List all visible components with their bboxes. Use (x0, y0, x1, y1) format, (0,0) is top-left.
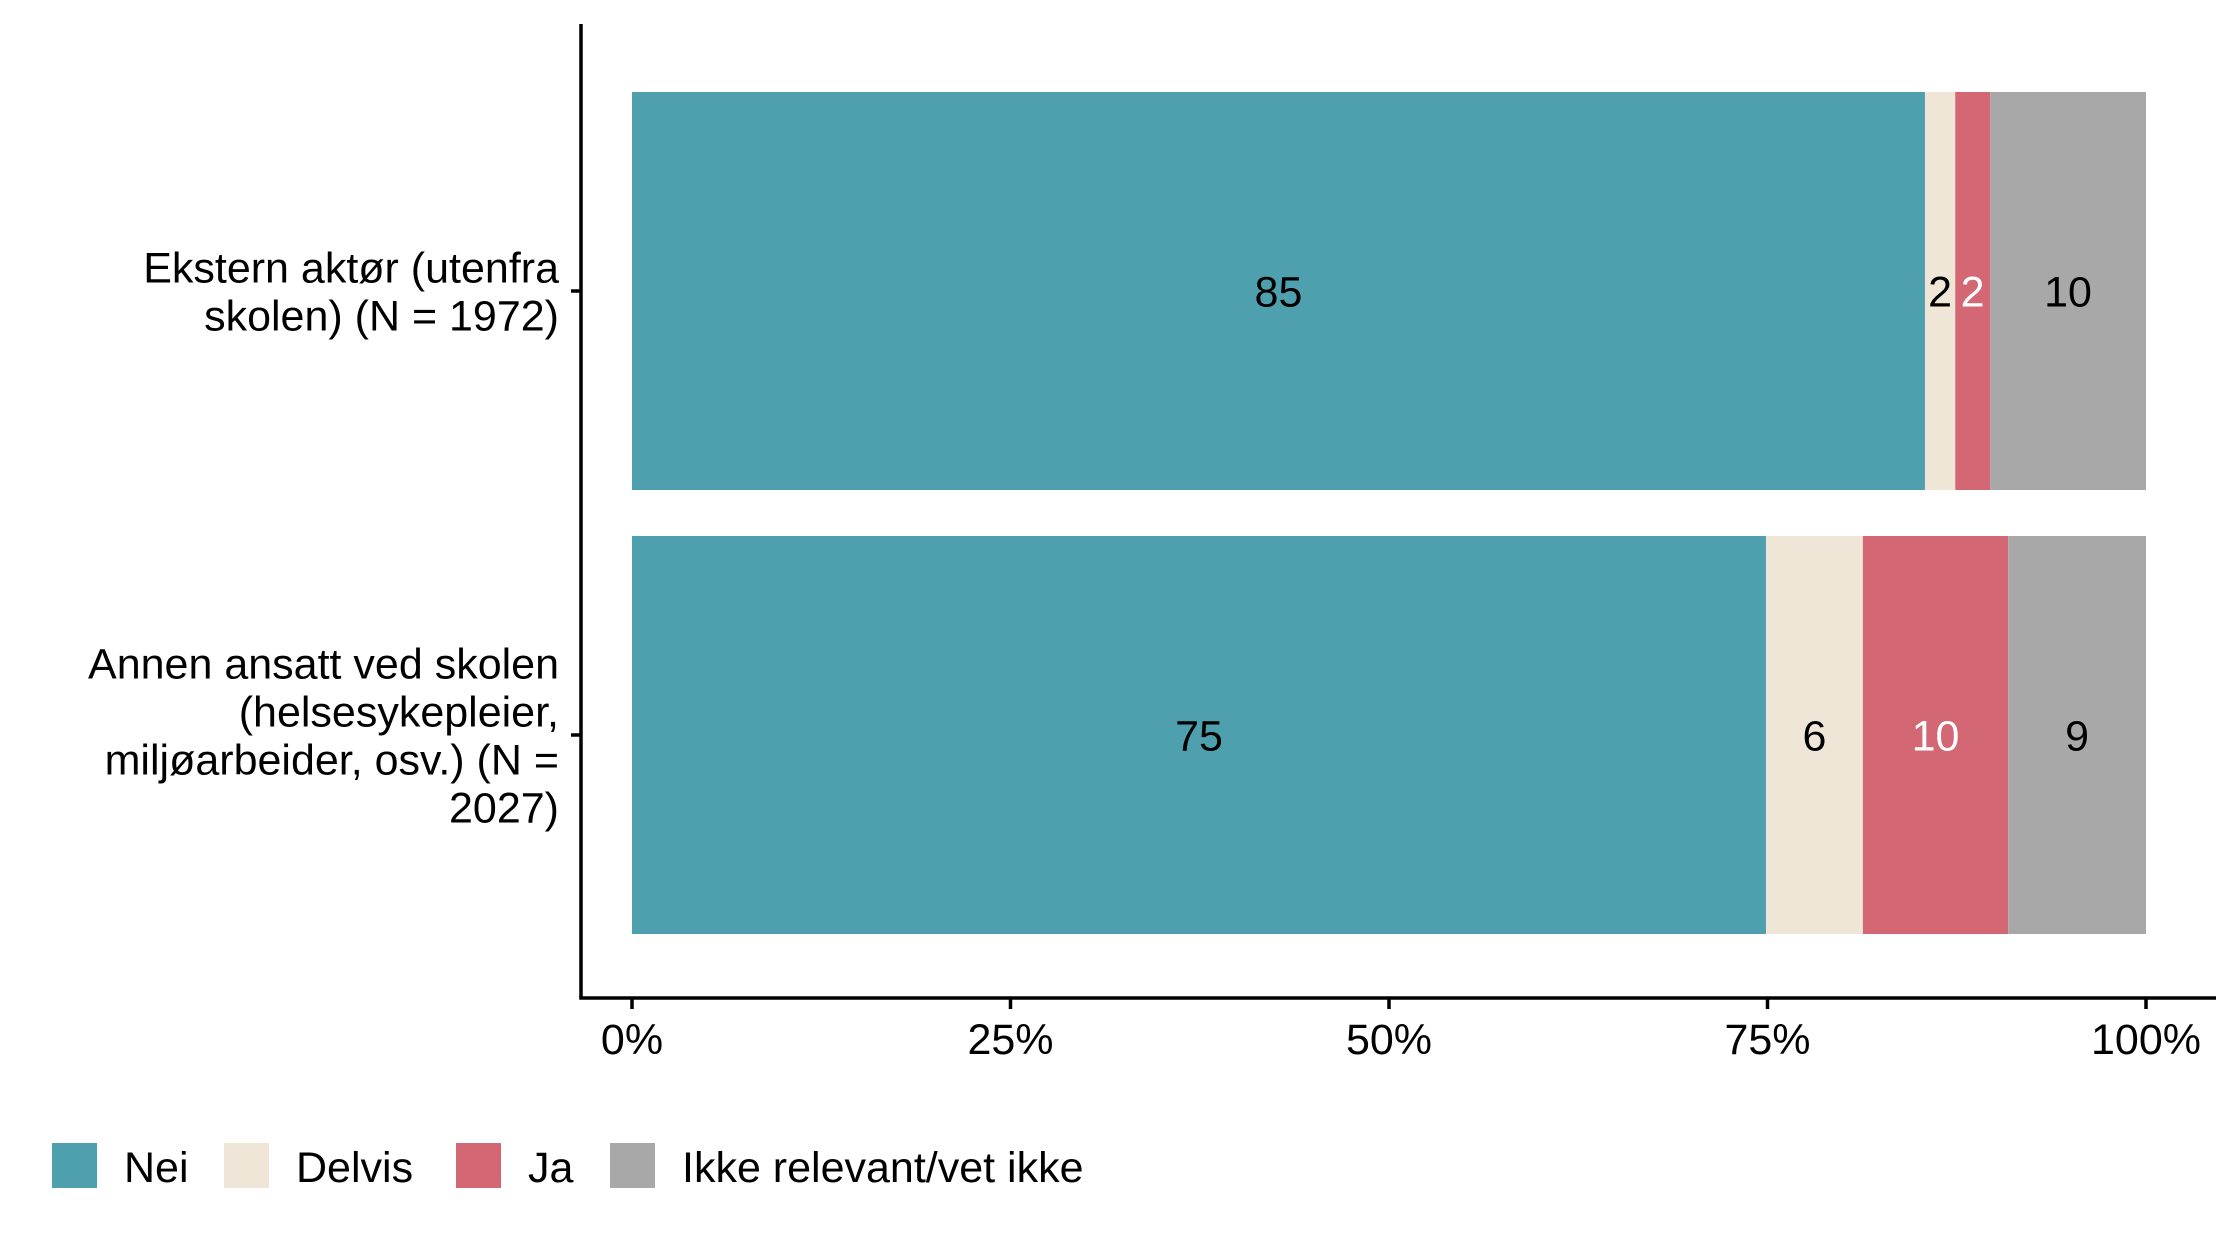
bar-segment (1924, 92, 1956, 490)
legend-label: Ja (528, 1144, 574, 1192)
x-tick-label: 25% (967, 1016, 1053, 1064)
legend-label: Nei (124, 1144, 189, 1192)
category-label: skolen) (N = 1972) (204, 292, 559, 340)
legend-label: Delvis (296, 1144, 413, 1192)
data-label: 2 (1928, 268, 1952, 316)
legend-swatch (610, 1143, 655, 1188)
bars-layer (632, 92, 2146, 934)
category-label: (helsesykepleier, (239, 688, 559, 736)
bar-segment (632, 536, 1766, 934)
bar-segment (2008, 536, 2146, 934)
data-label: 9 (2065, 712, 2089, 760)
bar-segment (1862, 536, 2009, 934)
data-label: 2 (1961, 268, 1985, 316)
x-tick-label: 50% (1346, 1016, 1432, 1064)
category-label: Annen ansatt ved skolen (88, 640, 559, 688)
legend-swatch (52, 1143, 97, 1188)
data-label: 85 (1255, 268, 1303, 316)
x-tick-label: 100% (2091, 1016, 2201, 1064)
x-ticks-layer: 0% 25% 50% 75% 100% (601, 1016, 2201, 1064)
data-label: 10 (1912, 712, 1960, 760)
legend-label: Ikke relevant/vet ikke (682, 1144, 1084, 1192)
data-label: 10 (2044, 268, 2092, 316)
legend-swatch (456, 1143, 501, 1188)
category-label: 2027) (449, 784, 559, 832)
legend-swatch (224, 1143, 269, 1188)
bar-segment (632, 92, 1925, 490)
bar-labels-layer: 85 2 2 10 75 6 10 9 (1175, 268, 2092, 760)
bar-segment (1955, 92, 1991, 490)
data-label: 6 (1802, 712, 1826, 760)
axes-layer (571, 24, 2216, 1009)
data-label: 75 (1175, 712, 1223, 760)
bar-segment (1990, 92, 2146, 490)
category-label: miljøarbeider, osv.) (N = (105, 736, 559, 784)
x-tick-label: 75% (1724, 1016, 1810, 1064)
category-label: Ekstern aktør (utenfra (143, 244, 559, 292)
legend: Nei Delvis Ja Ikke relevant/vet ikke (52, 1143, 1084, 1192)
x-tick-label: 0% (601, 1016, 663, 1064)
bar-segment (1765, 536, 1863, 934)
